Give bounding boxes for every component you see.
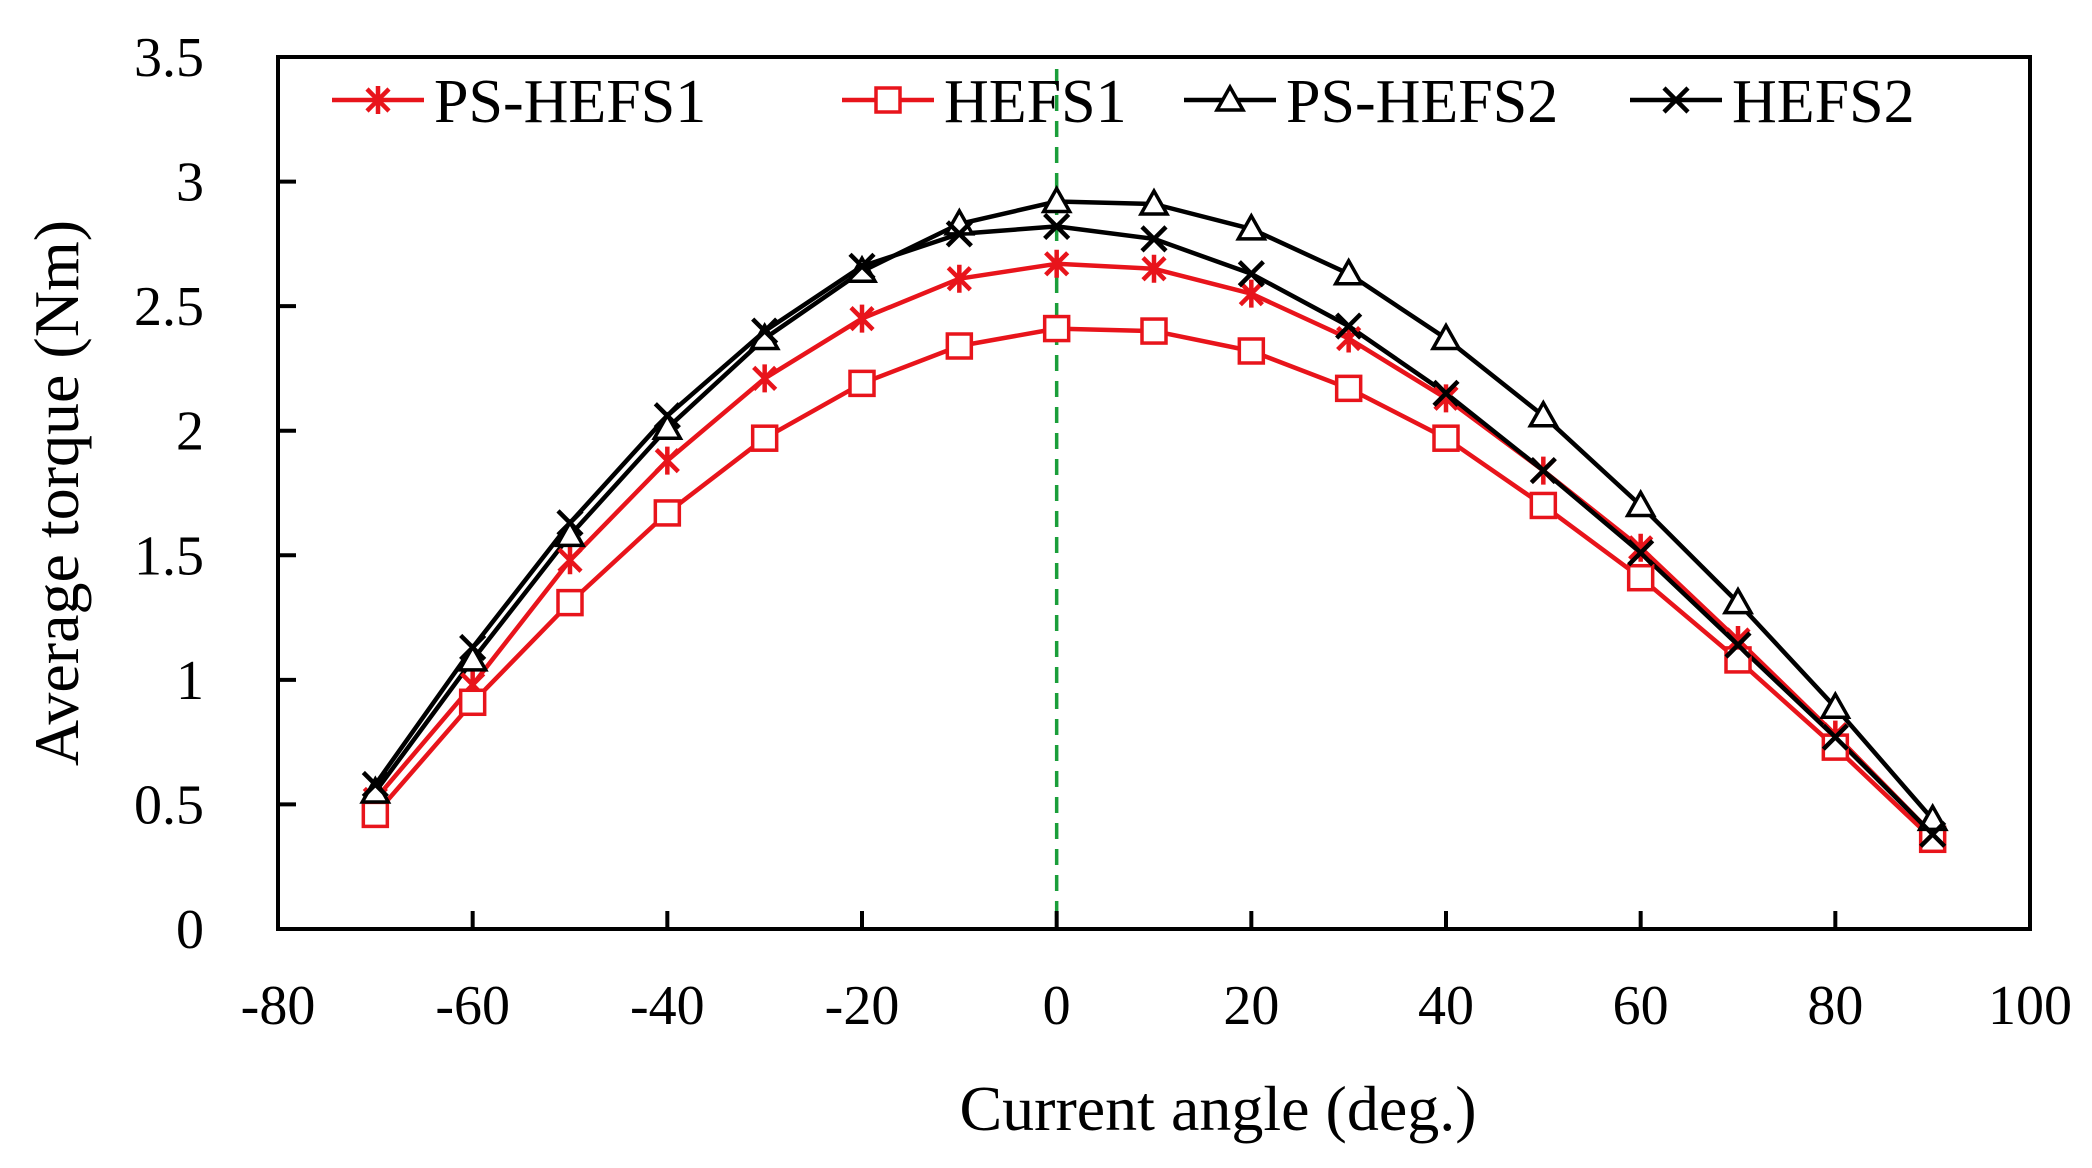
data-point-hefs1: [945, 332, 974, 360]
y-axis-ticks: 0 0.5 1 1.5 2 2.5 3 3.5: [134, 27, 296, 961]
data-point-hefs1: [1042, 314, 1071, 343]
data-point-hefs2: [1627, 539, 1655, 567]
data-point-hefs2: [751, 317, 779, 345]
x-tick-label: 40: [1418, 975, 1474, 1037]
data-point-ps-hefs2: [651, 411, 684, 440]
legend-marker-hefs2: [1662, 86, 1690, 114]
data-point-hefs2: [361, 770, 389, 799]
data-point-ps-hefs2: [1722, 586, 1754, 615]
data-point-hefs2: [1043, 212, 1071, 241]
data-point-hefs1: [1626, 563, 1655, 592]
data-point-hefs1: [750, 424, 779, 452]
data-point-ps-hefs2: [1527, 399, 1560, 428]
data-point-ps-hefs2: [554, 518, 586, 548]
legend-label-ps-hefs2: PS-HEFS2: [1286, 68, 1558, 136]
data-point-ps-hefs1: [1238, 279, 1264, 308]
legend-label-hefs1: HEFS1: [944, 68, 1127, 136]
legend: PS-HEFS1 HEFS1 PS-HEFS2 HEFS2: [332, 68, 1915, 136]
data-point-hefs2: [1529, 456, 1557, 485]
data-point-ps-hefs2: [1624, 488, 1657, 518]
data-point-hefs2: [459, 633, 487, 662]
data-point-hefs2: [945, 220, 973, 248]
data-point-hefs1: [1140, 317, 1168, 345]
y-tick-label: 2: [176, 401, 204, 463]
y-tick-label: 3: [176, 152, 204, 214]
data-point-ps-hefs1: [1628, 533, 1654, 562]
data-point-ps-hefs2: [1430, 321, 1462, 351]
y-tick-label: 1: [176, 650, 204, 712]
data-point-hefs1: [848, 369, 876, 398]
data-point-hefs1: [1529, 491, 1558, 520]
data-point-hefs2: [556, 509, 584, 537]
data-point-hefs1: [1432, 424, 1460, 452]
data-point-ps-hefs2: [1332, 257, 1365, 286]
legend-label-hefs2: HEFS2: [1732, 68, 1915, 136]
y-tick-label: 0: [176, 899, 204, 961]
data-point-hefs2: [1140, 225, 1168, 253]
data-point-hefs2: [653, 402, 681, 430]
plot-frame: [276, 55, 2032, 931]
data-point-ps-hefs2: [1819, 690, 1852, 720]
data-point-hefs2: [1335, 312, 1363, 340]
data-point-ps-hefs1: [752, 364, 778, 393]
series-line-ps-hefs2: [373, 199, 1935, 821]
data-point-hefs2: [1432, 379, 1460, 407]
legend-label-ps-hefs1: PS-HEFS1: [434, 68, 706, 136]
data-point-ps-hefs1: [946, 264, 972, 293]
data-point-ps-hefs1: [1141, 254, 1167, 283]
data-point-ps-hefs1: [849, 304, 875, 333]
series-lines: [373, 199, 1935, 841]
x-tick-label: 20: [1223, 975, 1279, 1037]
data-point-hefs1: [1237, 337, 1266, 365]
data-point-hefs2: [1724, 631, 1752, 659]
legend-marker-ps-hefs1: [365, 86, 391, 114]
x-tick-label: 60: [1613, 975, 1669, 1037]
data-point-ps-hefs1: [1044, 249, 1070, 278]
data-point-hefs2: [1919, 820, 1947, 848]
x-tick-label: -20: [825, 975, 900, 1037]
data-point-hefs1: [361, 800, 390, 829]
y-axis-title: Average torque (Nm): [21, 220, 92, 766]
data-point-hefs2: [1821, 723, 1849, 751]
x-axis-title: Current angle (deg.): [959, 1073, 1476, 1144]
x-tick-label: 80: [1807, 975, 1863, 1037]
legend-marker-hefs1: [874, 86, 902, 114]
data-point-hefs1: [556, 588, 584, 617]
y-tick-label: 0.5: [134, 774, 204, 836]
data-point-hefs1: [1334, 374, 1363, 403]
legend-marker-ps-hefs2: [1214, 83, 1246, 112]
x-tick-label: -60: [435, 975, 510, 1037]
data-point-hefs1: [458, 688, 487, 717]
x-tick-label: -40: [630, 975, 705, 1037]
data-point-ps-hefs2: [1040, 184, 1073, 214]
x-axis-ticks: -80 -60 -40 -20 0 20 40 60 80 100: [241, 911, 2072, 1037]
y-tick-label: 1.5: [134, 525, 204, 587]
series-line-hefs1: [373, 326, 1935, 841]
data-point-ps-hefs2: [1235, 212, 1268, 241]
x-tick-label: 100: [1988, 975, 2072, 1037]
data-point-hefs1: [653, 499, 682, 527]
series-line-ps-hefs1: [373, 261, 1935, 836]
x-tick-label: -80: [241, 975, 316, 1037]
x-tick-label: 0: [1043, 975, 1071, 1037]
data-point-ps-hefs2: [1916, 802, 1949, 832]
data-point-hefs2: [1237, 260, 1265, 288]
data-point-ps-hefs1: [1433, 384, 1459, 413]
data-point-ps-hefs1: [654, 446, 680, 475]
data-point-hefs2: [848, 252, 876, 280]
series-markers: [359, 184, 1949, 854]
data-point-ps-hefs2: [1138, 187, 1170, 216]
y-tick-label: 2.5: [134, 276, 204, 338]
data-point-ps-hefs2: [456, 643, 489, 672]
y-tick-label: 3.5: [134, 27, 204, 89]
data-point-ps-hefs1: [557, 546, 583, 575]
